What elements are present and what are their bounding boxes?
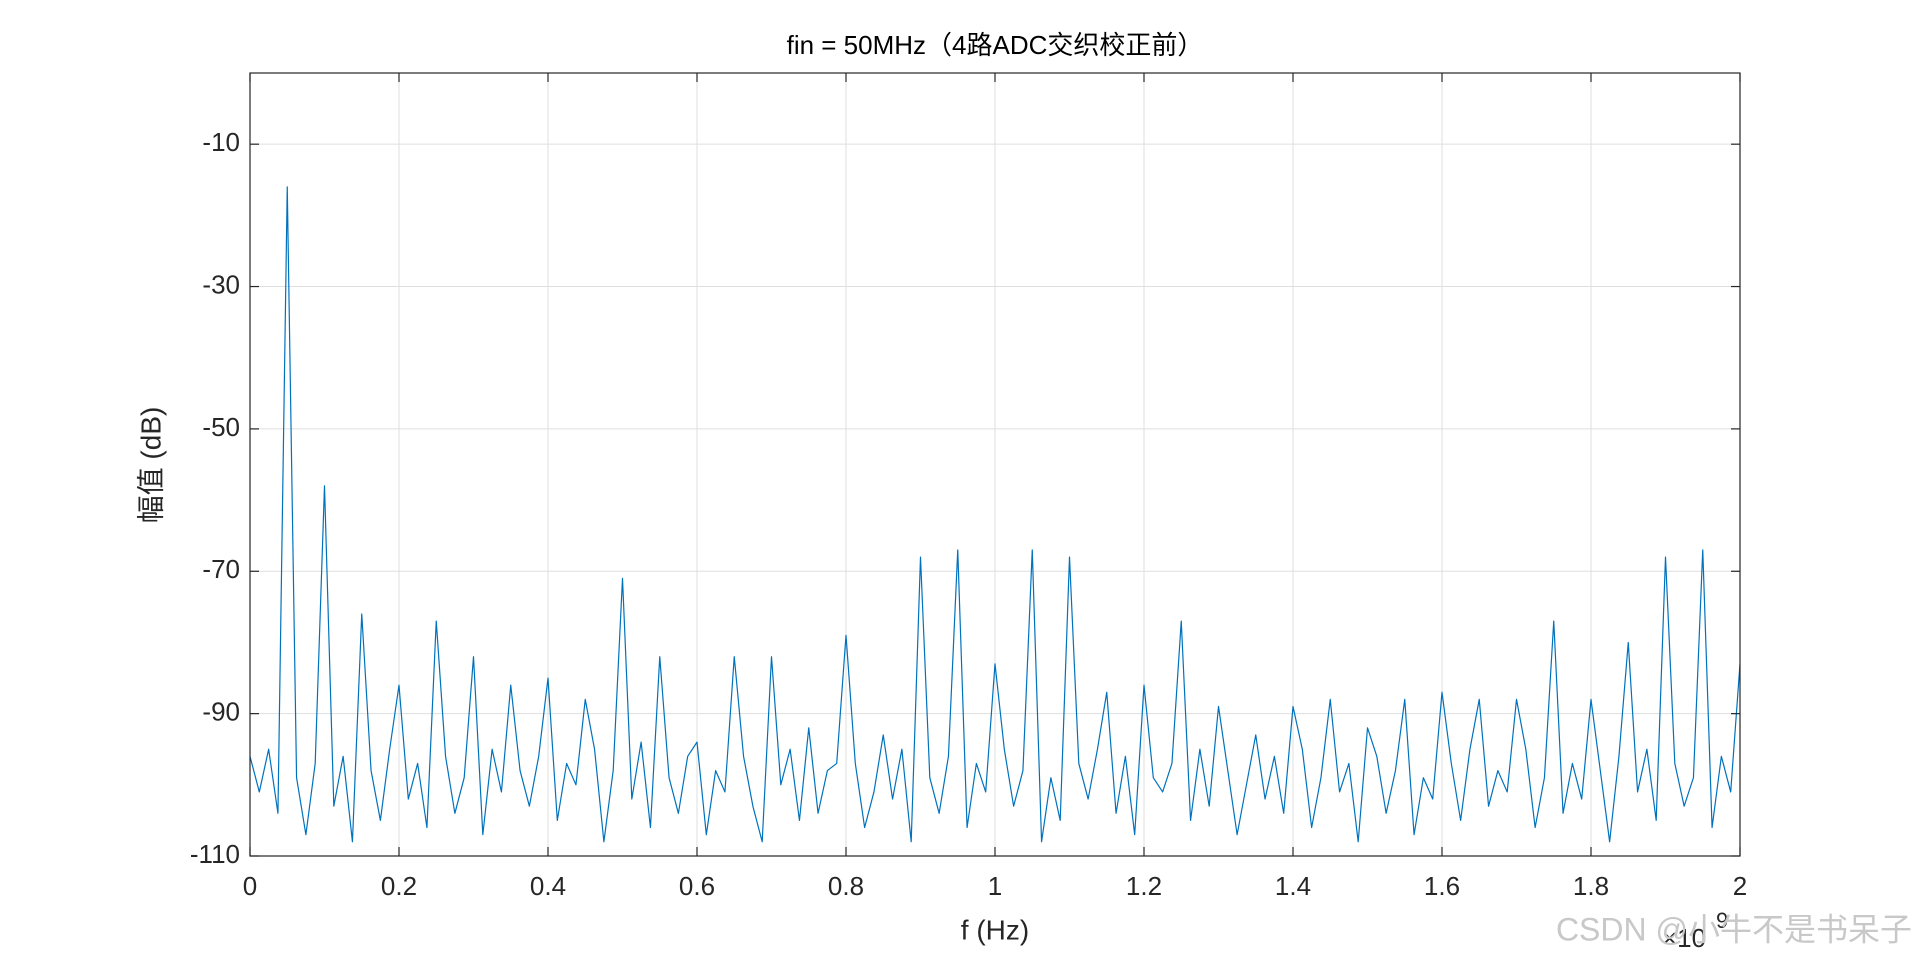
x-tick-label: 0.8 [828,871,864,901]
x-tick-label: 1.6 [1424,871,1460,901]
x-tick-label: 1.8 [1573,871,1609,901]
spectrum-line [250,186,1740,843]
y-tick-label: -110 [190,839,240,869]
y-tick-label: -30 [202,269,240,299]
x-tick-label: 1.4 [1275,871,1311,901]
y-tick-label: -50 [202,412,240,442]
x-tick-label: 2 [1733,871,1747,901]
x-tick-label: 0 [243,871,257,901]
x-tick-label: 0.2 [381,871,417,901]
y-axis-label: 幅值 (dB) [135,407,166,524]
x-axis-label: f (Hz) [961,914,1029,945]
y-tick-label: -70 [202,554,240,584]
x-tick-label: 0.6 [679,871,715,901]
watermark: CSDN @小牛不是书呆子 [1556,911,1912,947]
marks [250,186,1740,843]
x-tick-label: 1 [988,871,1002,901]
x-tick-label: 1.2 [1126,871,1162,901]
x-tick-label: 0.4 [530,871,566,901]
y-tick-label: -90 [202,697,240,727]
y-tick-label: -10 [202,127,240,157]
ticks: 0 0.2 0.4 0.6 0.8 1 1.2 1.4 1.6 1.8 2 -110 -90 -70 -50… [190,73,1747,901]
chart-title: fin = 50MHz（4路ADC交织校正前） [787,30,1204,60]
x-exponent: 9 [1716,908,1728,933]
x-multiplier: ×10 [1662,923,1706,953]
